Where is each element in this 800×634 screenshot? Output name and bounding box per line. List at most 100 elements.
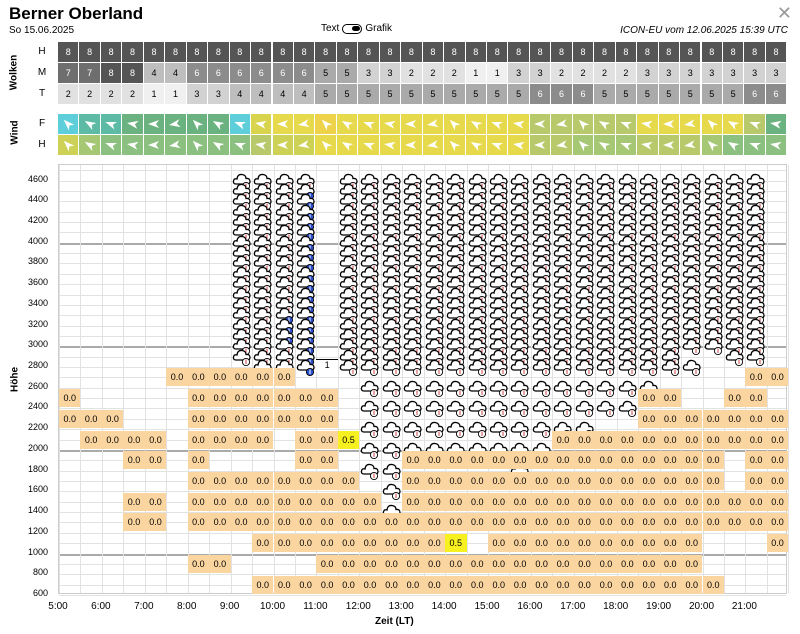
cloud-cell: 8 <box>122 63 143 83</box>
wind-arrow-icon <box>143 135 165 155</box>
icing-cloud-icon <box>296 243 316 263</box>
grid-line <box>59 201 786 203</box>
value-cell: 0.0 <box>294 534 317 553</box>
value-cell: 0.0 <box>359 513 381 532</box>
grid-line <box>59 512 786 514</box>
icing-cloud-icon <box>360 461 380 481</box>
icing-cloud-icon <box>682 336 702 356</box>
grid-line <box>59 304 786 306</box>
icing-cloud-icon <box>704 274 724 294</box>
cloud-cell: 8 <box>508 42 529 62</box>
value-cell: 0.0 <box>616 492 639 511</box>
icing-cloud-icon <box>489 253 509 273</box>
y-tick-label: 600 <box>32 588 48 598</box>
y-tick-label: 3600 <box>27 277 48 288</box>
wind-arrow-icon <box>251 114 272 134</box>
icing-cloud-icon <box>403 378 423 398</box>
value-cell: 0.0 <box>681 472 703 491</box>
icing-cloud-icon <box>296 233 316 253</box>
y-tick-label: 1600 <box>27 484 48 495</box>
x-tick-label: 12:00 <box>345 601 371 612</box>
value-cell: 0.0 <box>681 409 703 428</box>
wind-arrow-icon <box>315 114 336 134</box>
wind-arrow-icon <box>551 135 572 155</box>
value-cell: 0.0 <box>445 554 467 573</box>
peak-value-cell: 0.5 <box>445 534 467 553</box>
value-cell: 0.0 <box>659 534 682 553</box>
wind-arrow-icon <box>508 114 529 134</box>
wind-arrow-icon <box>658 135 680 155</box>
y-tick-label: 1200 <box>27 525 48 536</box>
value-cell: 0.0 <box>509 472 531 491</box>
grid-line <box>294 165 296 593</box>
wind-arrow-icon <box>744 114 765 134</box>
icing-cloud-icon <box>403 398 423 418</box>
wind-arrow-icon <box>358 114 379 134</box>
grid-line <box>59 574 786 576</box>
value-cell: 0.0 <box>273 368 295 387</box>
icing-cloud-icon <box>382 461 402 481</box>
y-tick-label: 3000 <box>27 339 48 350</box>
icing-cloud-icon <box>446 264 466 284</box>
wind-arrow-icon <box>143 114 165 134</box>
value-cell: 0.0 <box>273 472 295 491</box>
wind-arrow-icon <box>315 135 336 155</box>
cloud-cell: 3 <box>765 63 787 83</box>
icing-cloud-icon <box>596 233 616 253</box>
grid-line <box>59 294 786 296</box>
icing-cloud-icon <box>339 305 359 325</box>
wind-arrow-icon <box>658 114 680 134</box>
x-tick-label: 18:00 <box>603 601 629 612</box>
icing-cloud-icon <box>446 285 466 305</box>
value-cell: 0.0 <box>380 575 403 594</box>
value-cell: 0.0 <box>659 554 682 573</box>
icing-cloud-icon <box>661 171 681 191</box>
value-cell: 0.0 <box>316 492 338 511</box>
cloud-cell: 3 <box>379 63 401 83</box>
value-cell: 0.0 <box>745 492 767 511</box>
value-cell: 0.0 <box>766 430 789 449</box>
value-cell: 0.0 <box>595 472 617 491</box>
value-cell: 0.0 <box>380 513 403 532</box>
cloud-cell: 6 <box>572 84 594 104</box>
grid-line <box>59 532 786 534</box>
grid-line <box>59 346 786 349</box>
value-cell: 0.0 <box>209 389 231 408</box>
wind-arrow-icon <box>637 114 658 134</box>
grid-line <box>59 242 786 245</box>
value-cell: 0.0 <box>230 513 253 532</box>
peak-value-cell: 0.5 <box>337 430 360 449</box>
icing-cloud-icon <box>746 264 766 284</box>
grid-line <box>466 165 468 593</box>
grid-line <box>509 165 511 593</box>
value-cell: 0.0 <box>316 513 338 532</box>
cloud-cell: 8 <box>701 42 722 62</box>
close-icon[interactable]: ✕ <box>776 3 792 23</box>
value-cell: 0.0 <box>573 534 596 553</box>
grid-line <box>59 387 786 389</box>
value-cell: 0.0 <box>552 430 574 449</box>
value-cell: 0.0 <box>488 451 510 470</box>
value-cell: 0.0 <box>230 430 253 449</box>
x-tick-label: 8:00 <box>176 601 197 612</box>
cloud-cell: 8 <box>487 42 508 62</box>
grid-line <box>337 165 339 593</box>
value-cell: 0.0 <box>530 492 553 511</box>
value-cell: 0.0 <box>359 575 381 594</box>
icing-cloud-icon <box>596 398 616 418</box>
value-cell: 0.0 <box>359 534 381 553</box>
value-cell: 0.0 <box>659 451 682 470</box>
y-tick-label: 2000 <box>27 442 48 453</box>
wind-arrow-icon <box>401 114 422 134</box>
cloud-cell: 4 <box>272 84 293 104</box>
icing-cloud-icon <box>682 295 702 315</box>
icing-cloud-icon <box>232 222 252 242</box>
wind-arrow-icon <box>422 135 444 155</box>
grid-line <box>359 165 361 593</box>
icing-cloud-icon <box>253 243 273 263</box>
cloud-cell: 6 <box>765 84 787 104</box>
grid-line <box>123 165 125 593</box>
cloud-cell: 8 <box>444 42 465 62</box>
toggle-switch[interactable] <box>342 23 363 34</box>
view-toggle[interactable]: Text Grafik <box>321 23 392 34</box>
